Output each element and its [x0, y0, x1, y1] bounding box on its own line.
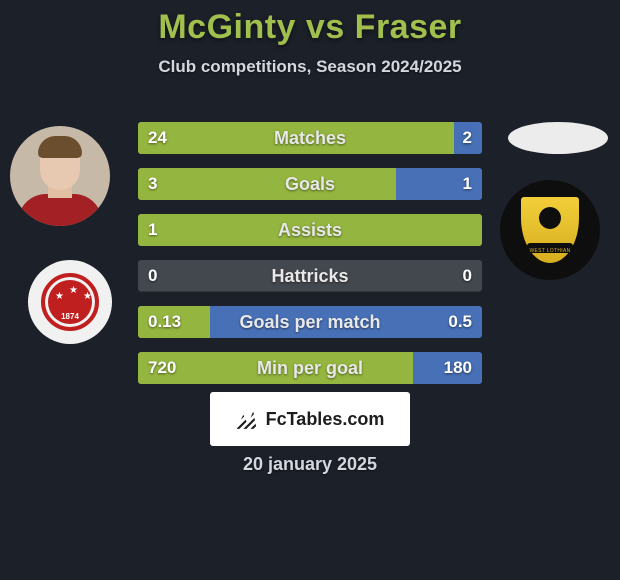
stat-value-left: 0.13 — [148, 306, 181, 338]
stat-value-right: 2 — [463, 122, 472, 154]
subtitle: Club competitions, Season 2024/2025 — [0, 57, 620, 77]
crest-right-ribbon-text: WEST LOTHIAN — [521, 248, 579, 254]
stat-label: Goals — [138, 168, 482, 200]
portrait-hair — [38, 136, 82, 158]
stat-row: Goals per match0.13 0.5 — [138, 306, 482, 338]
star-icon: ★ — [83, 291, 92, 302]
crest-right-emblem — [539, 207, 561, 229]
stat-row: Goals3 1 — [138, 168, 482, 200]
club-crest-right: WEST LOTHIAN — [500, 180, 600, 280]
stat-row: Min per goal720 180 — [138, 352, 482, 384]
stat-value-left: 0 — [148, 260, 157, 292]
stat-row: Assists1 — [138, 214, 482, 246]
date-label: 20 january 2025 — [0, 454, 620, 475]
star-icon: ★ — [69, 285, 78, 296]
fctables-logo-icon — [236, 408, 258, 430]
crest-right-shield: WEST LOTHIAN — [518, 194, 582, 266]
stat-value-left: 3 — [148, 168, 157, 200]
stats-container: Matches242Goals31Assists1Hattricks00Goal… — [138, 122, 482, 398]
stat-value-left: 24 — [148, 122, 167, 154]
source-badge: FcTables.com — [210, 392, 410, 446]
page-title: McGinty vs Fraser — [0, 0, 620, 47]
stat-value-right: 1 — [463, 168, 472, 200]
stat-label: Matches — [138, 122, 482, 154]
stat-label: Goals per match — [138, 306, 482, 338]
stat-row: Hattricks0 0 — [138, 260, 482, 292]
stat-value-right: 0 — [463, 260, 472, 292]
stat-value-right: 180 — [444, 352, 472, 384]
club-crest-left: ★ ★ ★ 1874 — [28, 260, 112, 344]
star-icon: ★ — [55, 291, 64, 302]
stat-label: Assists — [138, 214, 482, 246]
crest-left-inner: ★ ★ ★ 1874 — [41, 273, 99, 331]
stat-value-left: 720 — [148, 352, 176, 384]
stat-row: Matches24 2 — [138, 122, 482, 154]
source-label: FcTables.com — [266, 409, 385, 430]
player-photo-right-blank — [508, 122, 608, 154]
crest-left-year: 1874 — [45, 312, 95, 321]
stat-value-left: 1 — [148, 214, 157, 246]
portrait-body — [18, 194, 102, 226]
stat-label: Min per goal — [138, 352, 482, 384]
stat-value-right: 0.5 — [448, 306, 472, 338]
stat-label: Hattricks — [138, 260, 482, 292]
player-photo-left — [10, 126, 110, 226]
